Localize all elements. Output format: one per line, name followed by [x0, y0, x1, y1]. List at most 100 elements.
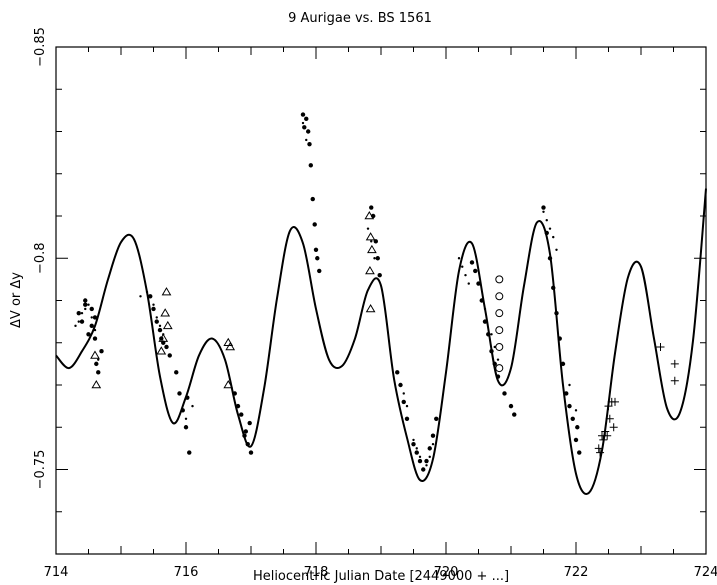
data-point-small: [370, 240, 373, 243]
data-point-triangle: [223, 380, 234, 389]
y-tick-label: −0.8: [33, 242, 48, 274]
data-point-filled: [248, 450, 254, 455]
data-point-filled: [512, 412, 517, 417]
data-point-triangle: [91, 380, 102, 389]
data-point-filled: [502, 391, 507, 396]
data-point-filled: [469, 260, 475, 265]
x-tick-label: 718: [304, 565, 329, 580]
data-point-plus: [601, 427, 610, 436]
data-point-filled: [479, 298, 484, 303]
data-point-filled: [577, 450, 582, 455]
data-point-filled: [308, 163, 313, 168]
data-point-filled: [315, 256, 320, 261]
data-point-small: [305, 138, 308, 142]
data-point-small: [490, 333, 493, 336]
data-point-triangle: [365, 303, 376, 313]
data-point-plus: [599, 435, 608, 444]
data-point-filled: [310, 196, 315, 202]
data-point-small: [542, 210, 545, 213]
data-point-triangle: [161, 287, 172, 296]
data-point-filled: [79, 319, 85, 324]
data-point-filled: [411, 441, 416, 447]
data-point-filled: [508, 403, 514, 409]
x-tick-label: 716: [174, 565, 199, 580]
data-point-small: [301, 121, 305, 125]
data-point-filled: [89, 323, 94, 329]
data-point-small: [568, 383, 571, 387]
x-tick-label: 724: [694, 565, 717, 580]
data-point-small: [574, 409, 578, 412]
data-point-triangle: [90, 350, 100, 359]
data-point-filled: [476, 281, 481, 286]
data-point-small: [548, 227, 552, 230]
axis-tick-labels: 714 716 718 720 722 724 −0.75 −0.8 −0.85: [33, 27, 717, 580]
data-point-plus: [670, 359, 679, 368]
data-point-open-circle: [495, 326, 504, 335]
axis-ticks: [55, 46, 707, 555]
data-point-open-circle: [495, 342, 504, 351]
data-point-filled: [544, 230, 549, 236]
data-point-filled: [369, 205, 374, 210]
y-axis-label: ΔV or Δy: [9, 272, 24, 328]
data-point-filled: [375, 256, 380, 261]
data-point-filled: [377, 272, 382, 278]
data-point-filled: [547, 256, 553, 261]
data-point-filled: [414, 450, 419, 455]
data-point-filled: [94, 361, 99, 367]
plot-frame: [55, 46, 707, 555]
data-point-plus: [611, 397, 619, 406]
data-point-triangle: [162, 320, 173, 330]
data-point-filled: [300, 112, 306, 117]
data-point-triangle: [156, 346, 167, 355]
data-point-filled: [232, 391, 237, 396]
data-point-small: [152, 303, 155, 306]
data-point-filled: [83, 302, 88, 307]
data-point-open-circle: [495, 364, 504, 373]
data-point-filled: [482, 319, 488, 324]
y-tick-label: −0.85: [33, 27, 48, 67]
data-point-filled: [245, 441, 250, 447]
data-point-filled: [157, 327, 163, 333]
data-point-small: [496, 358, 500, 361]
data-point-filled: [151, 306, 156, 312]
data-point-filled: [304, 116, 309, 122]
data-point-filled: [567, 403, 572, 409]
model-curve: [55, 188, 707, 495]
data-point-plus: [596, 448, 605, 457]
data-point-filled: [313, 247, 319, 252]
data-point-plus: [656, 342, 665, 351]
x-tick-label: 714: [44, 565, 69, 580]
data-point-triangle: [158, 333, 169, 342]
data-point-small: [373, 257, 376, 260]
data-point-filled: [421, 467, 426, 472]
data-point-filled: [575, 425, 580, 430]
data-point-filled: [154, 319, 159, 324]
data-point-filled: [317, 268, 322, 274]
data-point-small: [80, 311, 84, 315]
data-point-filled: [434, 416, 439, 421]
data-point-filled: [560, 361, 566, 367]
data-point-small: [77, 320, 80, 323]
data-point-small: [552, 235, 555, 239]
data-point-plus: [670, 376, 679, 385]
data-point-filled: [83, 298, 88, 303]
data-point-filled: [573, 437, 579, 443]
data-point-small: [457, 257, 461, 260]
data-point-filled: [86, 332, 91, 337]
data-point-small: [402, 392, 405, 395]
data-point-small: [483, 307, 487, 311]
data-point-plus: [594, 444, 603, 453]
data-point-filled: [570, 416, 575, 421]
data-point-filled: [96, 370, 101, 375]
data-point-filled: [557, 336, 562, 341]
data-point-filled: [302, 125, 307, 130]
data-point-filled: [235, 403, 241, 409]
data-point-filled: [92, 315, 98, 320]
data-point-small: [467, 282, 470, 285]
data-point-plus: [609, 423, 618, 432]
data-point-filled: [424, 458, 429, 464]
data-point-small: [84, 307, 87, 311]
data-point-filled: [183, 425, 189, 430]
y-tick-label: −0.75: [33, 450, 48, 490]
